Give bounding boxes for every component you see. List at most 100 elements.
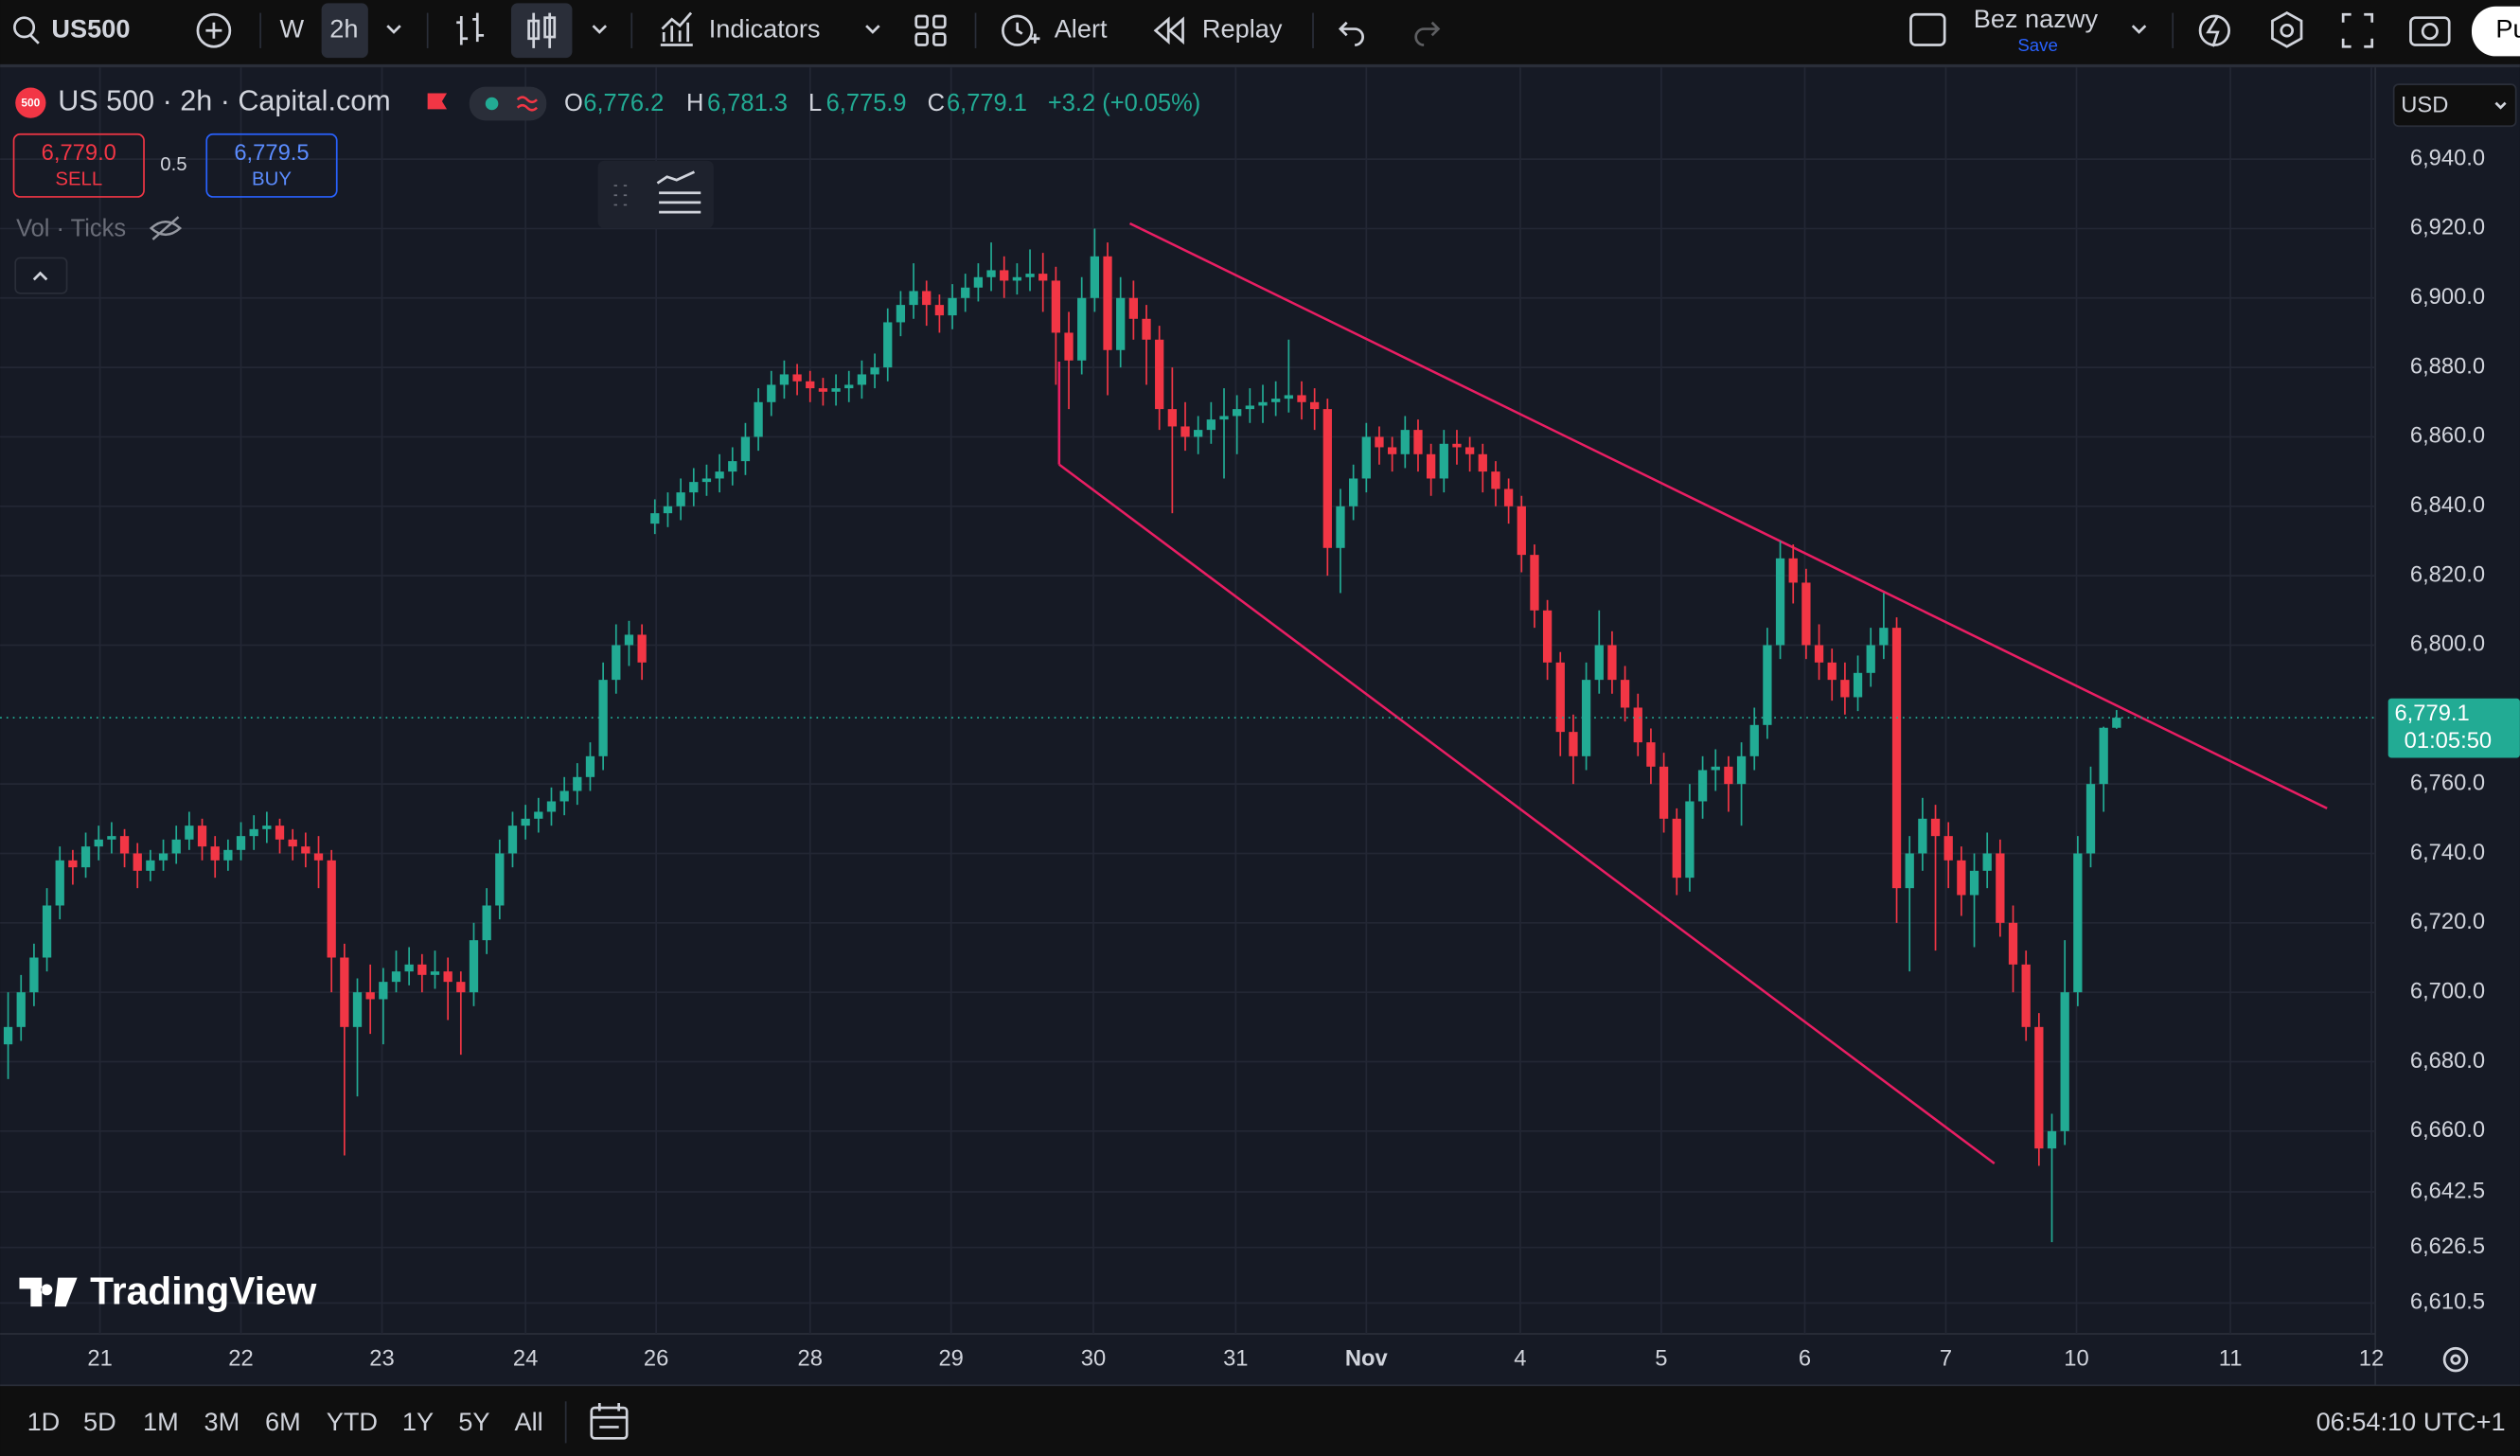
candle-body	[1387, 447, 1397, 454]
search-icon[interactable]	[13, 16, 36, 39]
axes: 6,940.0 6,920.0 6,900.0 6,880.0 6,860.0 6,840…	[87, 145, 2520, 1371]
candle-body	[676, 492, 685, 506]
candle-body	[1969, 870, 1979, 896]
legend-title[interactable]: US 500 · 2h · Capital.com	[58, 85, 390, 117]
candle-body	[223, 849, 233, 861]
candle-body	[1788, 558, 1798, 583]
chevron[interactable]	[2131, 25, 2147, 34]
candle-body	[158, 853, 169, 861]
sell-button[interactable]	[12, 133, 145, 198]
clock[interactable]: 06:54:10 UTC+1	[2316, 1407, 2506, 1436]
replay-button[interactable]: Replay	[1202, 13, 1283, 43]
candle-body	[1542, 610, 1553, 663]
goto-date-icon[interactable]	[590, 1406, 629, 1440]
range-button[interactable]: All	[515, 1407, 543, 1436]
candle-body	[754, 401, 763, 437]
candle-body	[133, 853, 142, 871]
plus-icon	[205, 22, 222, 39]
publish-button[interactable]	[2471, 6, 2520, 57]
candle-body	[792, 374, 802, 382]
ohlc-value: 6,779.1	[947, 90, 1027, 116]
candle-body	[443, 971, 453, 983]
hide-icon[interactable]	[149, 216, 183, 240]
countdown: 01:05:50	[2405, 728, 2492, 754]
templates-icon	[932, 32, 947, 46]
candle-body	[1930, 818, 1941, 837]
range-button[interactable]: 3M	[204, 1407, 240, 1436]
buy-price[interactable]: 6,779.5	[234, 140, 309, 166]
candle-body	[1025, 274, 1035, 277]
trend-line[interactable]	[1058, 463, 1996, 1165]
compare-button[interactable]	[196, 12, 232, 48]
last-price-label: 6,779.1	[2394, 701, 2469, 726]
x-tick-label: 6	[1799, 1345, 1811, 1371]
trend-line[interactable]	[1128, 222, 2328, 810]
symbol-badge	[15, 87, 46, 118]
sell-price[interactable]: 6,779.0	[42, 140, 116, 166]
axis-settings-icon[interactable]	[2442, 1346, 2469, 1373]
indicators-icon[interactable]	[660, 11, 693, 46]
buy-button[interactable]	[205, 133, 338, 198]
flag-icon[interactable]	[427, 93, 448, 110]
drag-handle[interactable]	[613, 185, 628, 206]
grid	[0, 67, 2376, 1334]
volume-label[interactable]: Vol · Ticks	[16, 215, 126, 241]
bar-style-icon[interactable]	[456, 12, 485, 45]
sell-label[interactable]: SELL	[55, 169, 102, 190]
currency-select[interactable]	[2392, 83, 2517, 128]
candle-body	[559, 790, 569, 802]
y-tick-label: 6,760.0	[2410, 770, 2485, 795]
candle-body	[818, 388, 828, 392]
fullscreen-icon[interactable]	[2341, 12, 2374, 48]
indicators-button[interactable]: Indicators	[709, 13, 821, 43]
range-button[interactable]: 1D	[27, 1407, 61, 1436]
candle-body	[1336, 506, 1345, 548]
range-button[interactable]: 5Y	[458, 1407, 489, 1436]
status-pill	[469, 86, 547, 121]
alert-icon[interactable]	[1002, 14, 1034, 46]
candle-body	[1491, 471, 1500, 489]
collapse-button[interactable]	[14, 257, 68, 294]
undo-icon[interactable]	[1338, 21, 1364, 46]
range-button[interactable]: 6M	[265, 1407, 301, 1436]
chevron[interactable]	[592, 25, 608, 34]
candle-body	[1905, 853, 1914, 889]
interval-selected[interactable]: 2h	[329, 13, 358, 43]
range-button[interactable]: 5D	[83, 1407, 116, 1436]
alert-button[interactable]: Alert	[1055, 13, 1108, 43]
candle-body	[1439, 443, 1448, 479]
chevron[interactable]	[386, 25, 401, 34]
interval-option[interactable]: W	[279, 13, 304, 43]
candle-body	[456, 982, 466, 993]
replay-icon[interactable]	[1153, 16, 1184, 45]
candle-body	[1452, 443, 1462, 448]
snapshot-icon[interactable]	[2409, 16, 2451, 46]
range-button[interactable]: YTD	[327, 1407, 378, 1436]
layout-icon[interactable]	[1909, 12, 1946, 46]
candle-body	[236, 836, 246, 850]
candle-body	[896, 305, 906, 323]
channel-tool-icon[interactable]	[656, 170, 701, 214]
publish-label[interactable]: Pu	[2495, 13, 2520, 43]
candle-body	[715, 471, 724, 479]
range-button[interactable]: 1M	[143, 1407, 179, 1436]
candle-body	[1918, 818, 1927, 854]
candle-body	[1310, 401, 1320, 410]
layout-name[interactable]: Bez nazwy	[1974, 4, 2099, 33]
candle-body	[1672, 818, 1681, 879]
currency[interactable]: USD	[2401, 92, 2448, 117]
x-tick-label: 30	[1081, 1345, 1106, 1371]
templates-icon[interactable]	[914, 14, 929, 29]
settings-icon[interactable]	[2271, 11, 2303, 48]
chevron[interactable]	[865, 25, 880, 34]
buy-label[interactable]: BUY	[252, 169, 292, 190]
range-button[interactable]: 1Y	[402, 1407, 434, 1436]
candle-body	[107, 836, 116, 840]
market-open-dot	[485, 97, 499, 111]
symbol[interactable]: US500	[51, 13, 130, 43]
ohlc-value: 6,781.3	[707, 90, 788, 116]
candle-body	[1400, 430, 1410, 454]
x-tick-label: 26	[644, 1345, 668, 1371]
redo-icon[interactable]	[1414, 21, 1441, 46]
save-label[interactable]: Save	[2017, 35, 2058, 55]
